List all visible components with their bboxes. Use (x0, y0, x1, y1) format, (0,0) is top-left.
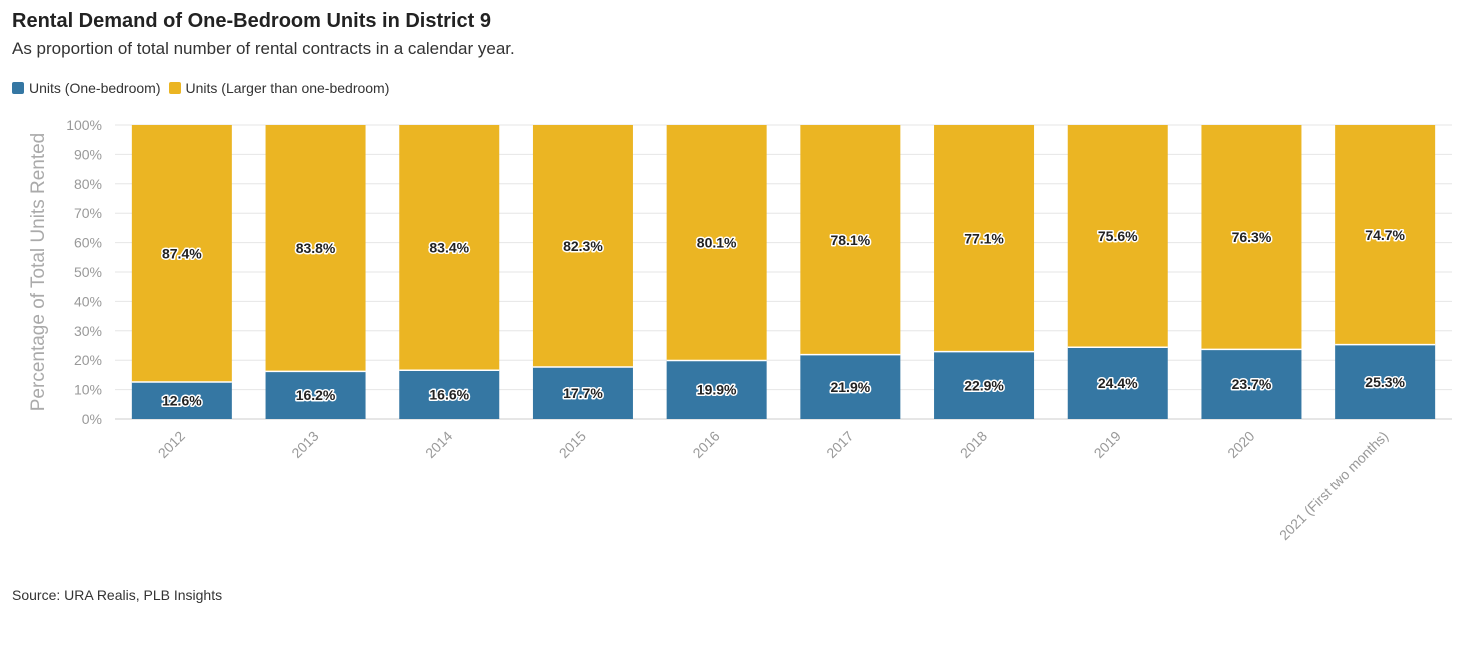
data-label-larger: 83.8% (296, 240, 336, 256)
data-label-one-bedroom: 24.4% (1098, 375, 1138, 391)
legend-item-one-bedroom[interactable]: Units (One-bedroom) (12, 80, 161, 96)
data-label-one-bedroom: 16.2% (296, 387, 336, 403)
bar-larger[interactable] (1201, 125, 1302, 350)
bar-larger[interactable] (934, 125, 1035, 352)
legend-label-larger: Units (Larger than one-bedroom) (185, 80, 390, 96)
y-tick-label: 30% (74, 323, 102, 339)
x-tick-label: 2017 (823, 428, 856, 461)
x-tick-label: 2018 (957, 428, 990, 461)
bar-one-bedroom[interactable] (265, 371, 366, 419)
legend-swatch-one-bedroom (12, 82, 24, 94)
data-label-larger: 76.3% (1232, 229, 1272, 245)
y-axis-title: Percentage of Total Units Rented (28, 133, 49, 412)
data-label-larger: 77.1% (964, 230, 1004, 246)
bar-one-bedroom[interactable] (1067, 347, 1168, 419)
chart-title: Rental Demand of One-Bedroom Units in Di… (12, 10, 491, 32)
data-label-one-bedroom: 22.9% (964, 377, 1004, 393)
data-label-one-bedroom: 25.3% (1365, 374, 1405, 390)
bar-one-bedroom[interactable] (399, 370, 500, 419)
data-label-larger: 82.3% (563, 238, 603, 254)
x-tick-label: 2016 (689, 428, 722, 461)
y-tick-label: 90% (74, 146, 102, 162)
data-label-larger: 87.4% (162, 245, 202, 261)
y-tick-label: 40% (74, 293, 102, 309)
bar-one-bedroom[interactable] (934, 351, 1035, 419)
data-label-one-bedroom: 16.6% (429, 387, 469, 403)
bar-larger[interactable] (532, 125, 633, 367)
y-tick-label: 20% (74, 352, 102, 368)
x-tick-label: 2014 (422, 428, 455, 461)
x-tick-label: 2013 (288, 428, 321, 461)
bar-larger[interactable] (1067, 125, 1168, 348)
y-tick-label: 70% (74, 205, 102, 221)
legend: Units (One-bedroom) Units (Larger than o… (12, 80, 397, 96)
data-label-one-bedroom: 21.9% (830, 379, 870, 395)
data-label-larger: 78.1% (830, 232, 870, 248)
y-tick-label: 0% (82, 411, 102, 427)
data-label-one-bedroom: 19.9% (697, 382, 737, 398)
data-label-larger: 80.1% (697, 235, 737, 251)
bar-one-bedroom[interactable] (1201, 349, 1302, 419)
x-tick-label: 2019 (1091, 428, 1124, 461)
bar-larger[interactable] (265, 125, 366, 372)
bar-larger[interactable] (1335, 125, 1436, 345)
bar-larger[interactable] (666, 125, 767, 361)
y-tick-label: 80% (74, 176, 102, 192)
x-tick-label: 2012 (155, 428, 188, 461)
y-tick-label: 10% (74, 382, 102, 398)
y-tick-label: 50% (74, 264, 102, 280)
bar-one-bedroom[interactable] (131, 381, 232, 419)
data-label-one-bedroom: 23.7% (1232, 376, 1272, 392)
legend-swatch-larger (168, 82, 181, 94)
y-tick-label: 100% (66, 117, 102, 133)
bar-larger[interactable] (800, 125, 901, 355)
x-tick-label: 2020 (1224, 428, 1257, 461)
legend-item-larger[interactable]: Units (Larger than one-bedroom) (168, 80, 390, 96)
y-tick-label: 60% (74, 235, 102, 251)
data-label-larger: 83.4% (429, 240, 469, 256)
data-label-larger: 74.7% (1365, 227, 1405, 243)
data-label-one-bedroom: 17.7% (563, 385, 603, 401)
bar-larger[interactable] (131, 125, 232, 382)
source-note: Source: URA Realis, PLB Insights (12, 587, 223, 603)
bar-larger[interactable] (399, 125, 500, 371)
bar-one-bedroom[interactable] (800, 354, 901, 419)
bar-one-bedroom[interactable] (1335, 344, 1436, 419)
bar-one-bedroom[interactable] (666, 360, 767, 419)
legend-label-one-bedroom: Units (One-bedroom) (29, 80, 161, 96)
x-tick-label: 2021 (First two months) (1276, 428, 1391, 543)
bar-one-bedroom[interactable] (532, 366, 633, 419)
data-label-one-bedroom: 12.6% (162, 392, 202, 408)
x-tick-label: 2015 (556, 428, 589, 461)
data-label-larger: 75.6% (1098, 228, 1138, 244)
chart-subtitle: As proportion of total number of rental … (12, 39, 515, 58)
